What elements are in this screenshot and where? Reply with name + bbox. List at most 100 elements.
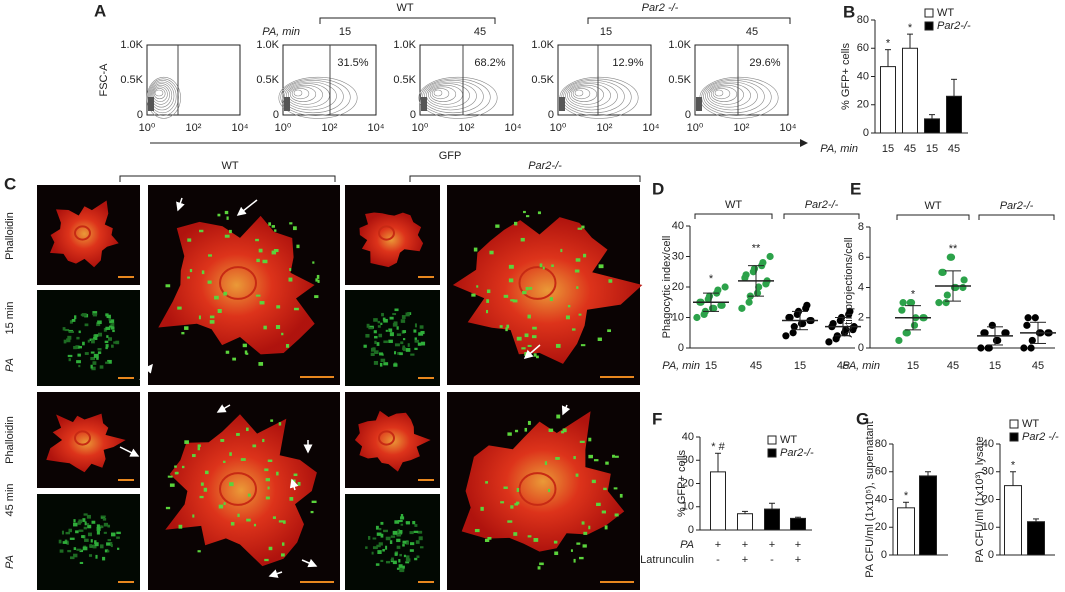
bacterium [570,549,573,552]
x-tick-label: 45 [904,143,916,155]
condition-level: + [715,539,721,551]
bacterium [376,544,381,548]
bacterium [92,313,98,317]
bacterium [394,351,397,355]
bacterium [414,339,419,343]
bacterium [94,542,99,547]
bacterium [104,340,109,344]
bacterium [259,301,265,305]
bacterium [385,536,391,541]
bacterium [371,551,374,555]
bacterium [388,328,393,332]
dot [842,326,850,334]
dot [935,299,943,307]
bacterium [214,295,219,300]
bacterium [397,519,403,523]
y-tick-label: 0 [548,109,554,121]
bacterium [111,344,114,348]
x-tick-label: 10² [322,122,338,134]
bacterium [105,326,110,331]
bacterium [372,546,378,550]
bacterium [379,352,383,356]
bacterium [579,556,584,560]
bacterium [383,318,388,323]
bacterium [385,545,388,550]
y-tick-label: 10 [672,311,684,323]
condition-name: Latrunculin [640,554,694,566]
bacterium [383,362,389,366]
contour [570,86,598,102]
dot [782,332,790,340]
contour [699,76,779,119]
arrow [268,569,283,578]
bacterium [218,504,224,509]
bacterium [375,525,379,530]
bacterium [96,524,100,529]
bacterium [402,544,405,547]
bacterium [381,312,384,317]
bacterium [389,332,394,337]
bacterium [280,553,285,557]
contour [568,84,604,105]
nucleus [219,472,257,506]
bacterium [379,362,383,367]
bacterium [75,345,80,349]
arrow [301,558,318,568]
legend-label: WT [937,7,954,19]
bacterium [278,422,282,426]
group-bracket [896,214,970,220]
bar [737,513,753,531]
dot [789,329,797,337]
dot [910,321,919,329]
panel-letter: A [94,1,106,20]
cell [359,212,424,268]
bacterium [87,339,90,343]
bacterium [554,551,559,556]
bacterium [394,520,400,524]
bacterium [181,465,185,469]
bar [1004,485,1022,556]
bacterium [581,225,585,229]
y-tick-label: 20 [982,493,994,505]
bacterium [376,342,380,346]
arrow [523,344,541,359]
group-label: Par2-/- [1000,200,1034,212]
bacterium [79,549,84,553]
time-label: PA, min [262,26,300,38]
bacterium [187,276,190,279]
bacterium [67,335,72,340]
arrow [216,404,231,413]
bacterium [373,360,379,365]
y-tick-label: 0 [410,109,416,121]
bacterium [232,357,237,361]
y-tick-label: 0 [881,549,887,561]
contour [146,76,181,119]
legend-swatch [767,448,777,458]
bacterium [380,322,383,326]
bacterium [533,353,537,357]
dense-cluster [696,97,702,111]
group-bracket [694,213,773,219]
bacterium [256,258,260,263]
bacterium [382,317,386,321]
bacterium [471,293,476,297]
bacterium [78,330,81,334]
bar [764,508,780,531]
bacterium [614,513,619,517]
cell [165,414,317,567]
bacterium [220,438,225,442]
bacterium [311,500,317,504]
dot [1024,314,1032,322]
x-tick-label: 10⁴ [232,122,249,134]
percent-label: 68.2% [474,57,505,69]
legend-label: Par2 -/- [1022,431,1059,443]
contour [293,89,303,97]
bacterium [312,261,315,264]
bar [902,47,918,134]
bacterium [73,547,77,551]
y-tick-label: 60 [857,42,869,54]
nucleus [219,266,257,300]
significance: ** [949,243,958,255]
significance: * [1011,460,1016,472]
bacterium [84,323,89,327]
